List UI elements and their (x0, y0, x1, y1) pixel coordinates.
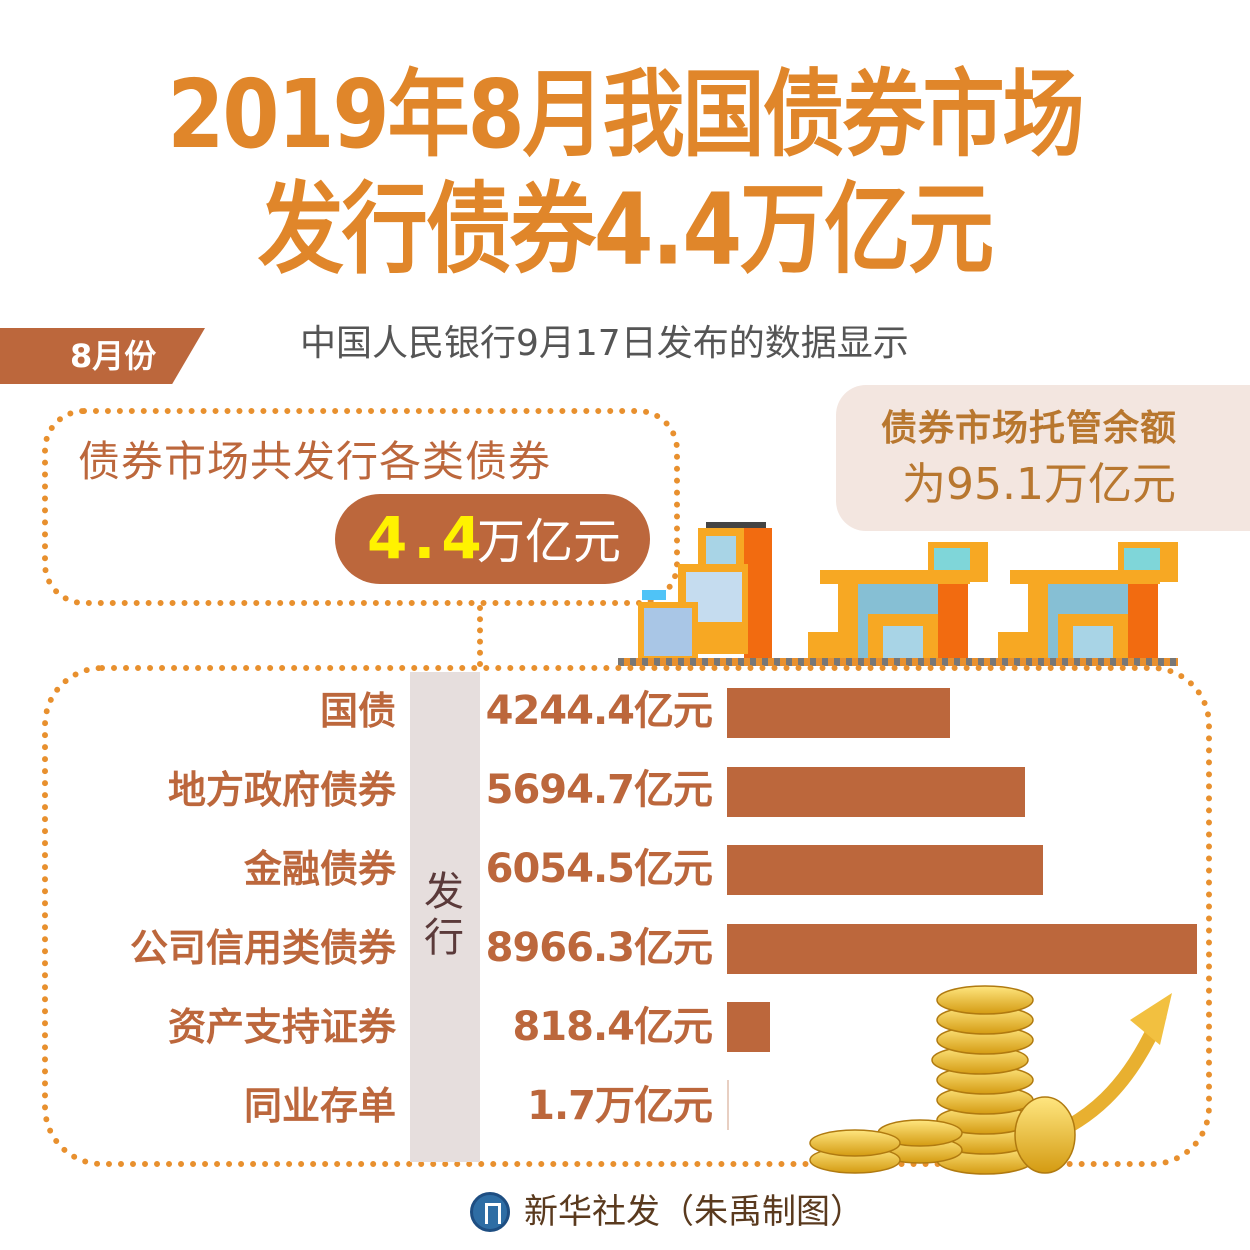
issuance-column: 发 行 (410, 672, 480, 1162)
row-label-corporate-credit: 公司信用类债券 (129, 926, 396, 970)
footer-credit-text: 新华社发（朱禹制图） (524, 1192, 864, 1232)
row-label-abs: 资产支持证券 (167, 1005, 396, 1049)
bar-financial (727, 845, 1043, 895)
bar-treasury (727, 688, 950, 738)
issuance-total-number: 4.4 (367, 504, 488, 572)
page-title-line-2: 发行债券4.4万亿元 (257, 172, 994, 288)
bar-ncd (727, 1080, 729, 1130)
row-value-financial: 6054.5亿元 (485, 846, 713, 892)
issuance-summary-label: 债券市场共发行各类债券 (78, 437, 552, 486)
row-value-corporate-credit: 8966.3亿元 (485, 925, 713, 971)
month-tab: 8月份 (0, 328, 205, 384)
office-building-icon (998, 542, 1178, 662)
row-value-local-gov: 5694.7亿元 (485, 767, 713, 813)
row-label-local-gov: 地方政府债券 (167, 768, 396, 812)
issuance-column-label-1: 发 (424, 869, 464, 915)
page-title-line-1: 2019年8月我国债券市场 (167, 60, 1084, 171)
month-tab-label: 8月份 (70, 337, 157, 375)
row-label-financial: 金融债券 (243, 847, 396, 891)
row-value-treasury: 4244.4亿元 (485, 688, 713, 734)
row-value-ncd: 1.7万亿元 (527, 1083, 713, 1129)
custody-balance-value: 为95.1万亿元 (902, 459, 1176, 510)
mall-building-icon (628, 522, 778, 662)
issuance-breakdown-box (42, 665, 1212, 1167)
row-value-abs: 818.4亿元 (512, 1004, 713, 1050)
issuance-total-unit: 万亿元 (477, 514, 622, 570)
row-label-treasury: 国债 (319, 689, 396, 733)
custody-balance-box: 债券市场托管余额 为95.1万亿元 (836, 385, 1250, 531)
buildings-illustration (618, 512, 1178, 668)
issuance-total-pill: 4.4 万亿元 (335, 494, 650, 584)
xinhua-logo-icon (470, 1192, 510, 1232)
row-label-ncd: 同业存单 (243, 1084, 396, 1128)
connector-line (477, 605, 483, 667)
custody-balance-label: 债券市场托管余额 (881, 408, 1178, 449)
issuance-column-label-2: 行 (424, 915, 464, 961)
issuance-summary-box (42, 408, 680, 606)
bar-corporate-credit (727, 924, 1197, 974)
bar-local-gov (727, 767, 1025, 817)
office-building-icon (808, 542, 988, 662)
source-subtitle: 中国人民银行9月17日发布的数据显示 (300, 323, 909, 364)
bar-abs (727, 1002, 770, 1052)
gold-coins-arrow-illustration (800, 975, 1180, 1175)
